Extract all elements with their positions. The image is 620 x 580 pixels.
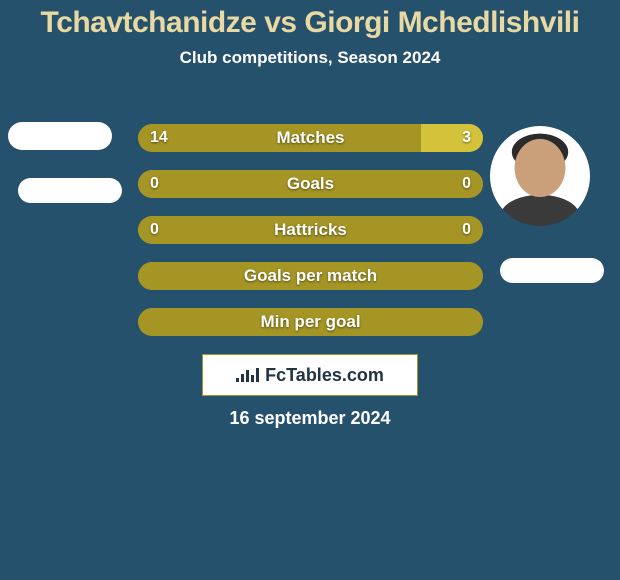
player-left-avatar xyxy=(8,122,112,150)
stat-value-left: 0 xyxy=(150,216,159,244)
stat-value-right: 0 xyxy=(462,170,471,198)
stat-value-right: 3 xyxy=(462,124,471,152)
fctables-logo: FcTables.com xyxy=(202,354,418,396)
stat-label: Goals per match xyxy=(138,262,483,290)
stat-label: Min per goal xyxy=(138,308,483,336)
stat-label: Matches xyxy=(138,124,483,152)
stat-row: Goals0 0 xyxy=(138,170,483,198)
page-subtitle: Club competitions, Season 2024 xyxy=(0,48,620,68)
player-right-avatar xyxy=(490,126,590,226)
player-left-name-pill xyxy=(18,178,122,203)
stat-value-left: 0 xyxy=(150,170,159,198)
logo-text: FcTables.com xyxy=(265,365,384,386)
stat-row: Matches14 3 xyxy=(138,124,483,152)
generation-date: 16 september 2024 xyxy=(0,408,620,429)
stat-row: Goals per match xyxy=(138,262,483,290)
stat-label: Hattricks xyxy=(138,216,483,244)
player-right-name-pill xyxy=(500,258,604,283)
stat-value-right: 0 xyxy=(462,216,471,244)
stat-label: Goals xyxy=(138,170,483,198)
stat-bars: Matches143Goals00Hattricks00Goals per ma… xyxy=(138,124,483,354)
logo-bars-icon xyxy=(236,368,259,382)
page-title: Tchavtchanidze vs Giorgi Mchedlishvili xyxy=(0,0,620,40)
stat-row: Hattricks0 0 xyxy=(138,216,483,244)
stat-value-left: 14 xyxy=(150,124,168,152)
stat-row: Min per goal xyxy=(138,308,483,336)
comparison-infographic: Tchavtchanidze vs Giorgi Mchedlishvili C… xyxy=(0,0,620,580)
